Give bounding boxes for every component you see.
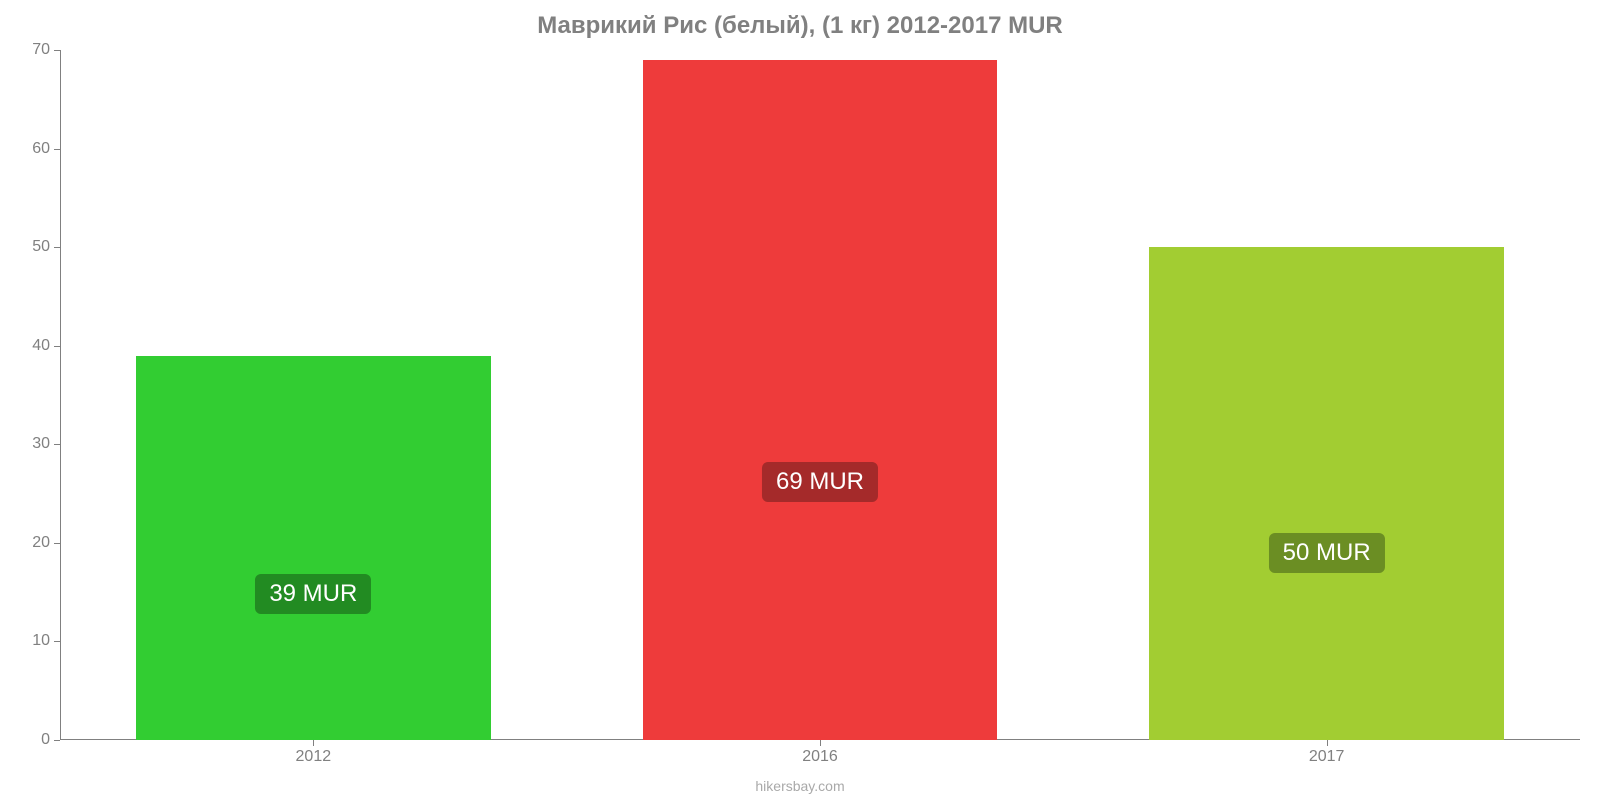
x-axis-tick-label: 2017 xyxy=(1309,740,1345,766)
y-axis-tick-label: 30 xyxy=(32,435,60,453)
y-axis-tick-label: 70 xyxy=(32,41,60,59)
chart-title: Маврикий Рис (белый), (1 кг) 2012-2017 M… xyxy=(0,12,1600,40)
y-axis-tick-label: 50 xyxy=(32,238,60,256)
bar-value-badge: 69 MUR xyxy=(762,462,878,502)
y-axis-tick-label: 10 xyxy=(32,632,60,650)
bars-layer: 39 MUR 69 MUR 50 MUR xyxy=(60,50,1580,740)
x-axis-tick-label: 2012 xyxy=(296,740,332,766)
bar-value-badge: 39 MUR xyxy=(255,574,371,614)
bar xyxy=(643,60,998,740)
bar-value-badge: 50 MUR xyxy=(1269,533,1385,573)
bar xyxy=(1149,247,1504,740)
chart-container: Маврикий Рис (белый), (1 кг) 2012-2017 M… xyxy=(0,0,1600,800)
y-axis-tick-label: 0 xyxy=(41,731,60,749)
y-axis-tick-label: 20 xyxy=(32,534,60,552)
bar xyxy=(136,356,491,740)
y-axis-tick-label: 60 xyxy=(32,140,60,158)
plot-area: 39 MUR69 MUR50 MUR 010203040506070201220… xyxy=(60,50,1580,740)
x-axis-tick-label: 2016 xyxy=(802,740,838,766)
y-axis-tick-label: 40 xyxy=(32,337,60,355)
attribution-text: hikersbay.com xyxy=(0,778,1600,794)
